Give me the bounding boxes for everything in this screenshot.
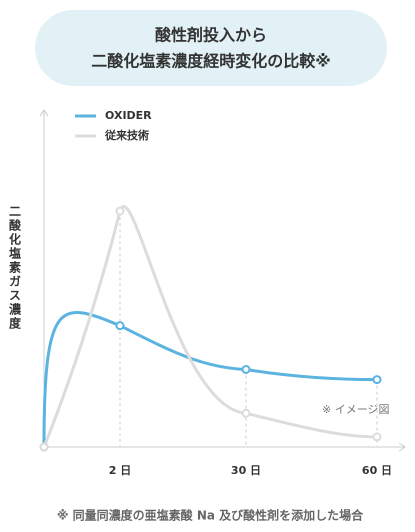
legend-label: 従来技術 [104,128,149,142]
y-axis-arrow [39,109,49,117]
chart-title: 酸性剤投入から [155,26,267,45]
marker [372,432,382,442]
annotation: ※ イメージ図 [322,403,390,416]
title-box [35,10,387,86]
footnote: ※ 同量同濃度の亜塩素酸 Na 及び酸性剤を添加した場合 [57,508,364,523]
x-tick-label: 60 日 [362,464,392,477]
marker [372,375,382,385]
series-line [42,205,378,448]
legend-label: OXIDER [105,109,152,122]
y-axis-label: 二酸化塩素ガス濃度 [8,205,22,331]
marker [39,442,49,452]
marker [241,408,251,418]
x-tick-label: 2 日 [109,464,131,477]
x-tick-label: 30 日 [231,464,261,477]
marker [115,206,125,216]
chart-title: 二酸化塩素濃度経時変化の比較※ [91,52,331,71]
series-line [42,311,378,448]
marker [241,364,251,374]
marker [115,321,125,331]
x-axis-arrow [398,442,406,452]
